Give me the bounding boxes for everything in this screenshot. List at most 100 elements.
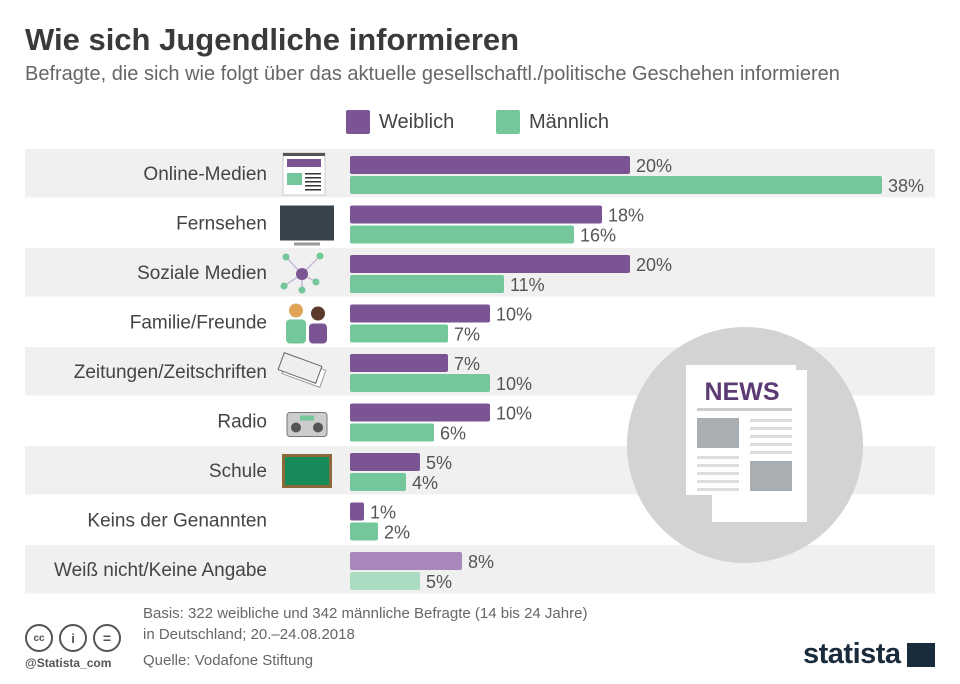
icon-part bbox=[283, 153, 325, 156]
newspaper-line bbox=[697, 472, 739, 475]
icon-part bbox=[280, 205, 334, 241]
webpage-icon bbox=[282, 152, 326, 196]
attribution-icon: i bbox=[59, 624, 87, 652]
newspaper-photo bbox=[697, 418, 739, 448]
newspaper-line bbox=[697, 488, 739, 491]
legend-swatch bbox=[496, 110, 520, 134]
data-label: 7% bbox=[454, 354, 480, 374]
chart-subtitle: Befragte, die sich wie folgt über das ak… bbox=[25, 63, 840, 85]
data-label: 10% bbox=[496, 374, 532, 394]
icon-part bbox=[305, 185, 321, 187]
newspapers-icon bbox=[277, 352, 327, 388]
legend-label: Weiblich bbox=[379, 110, 455, 133]
cc-icon: cc bbox=[25, 624, 53, 652]
bar-maennlich bbox=[350, 473, 406, 491]
icon-part bbox=[313, 422, 323, 433]
statista-logo: statista bbox=[803, 638, 935, 671]
news-text: NEWS bbox=[705, 378, 780, 406]
newspaper-line bbox=[697, 480, 739, 483]
data-label: 20% bbox=[636, 156, 672, 176]
category-label: Fernsehen bbox=[176, 214, 267, 235]
icon-part bbox=[305, 181, 321, 183]
icon-part bbox=[311, 306, 325, 321]
legend-item-maennlich: Männlich bbox=[496, 110, 609, 134]
newspaper-photo bbox=[750, 461, 792, 491]
data-label: 20% bbox=[636, 255, 672, 275]
category-label: Weiß nicht/Keine Angabe bbox=[54, 560, 267, 581]
cc-license-icons: cc i = bbox=[25, 624, 121, 652]
icon-part bbox=[300, 415, 314, 421]
radio-icon bbox=[286, 412, 328, 437]
category-label: Zeitungen/Zeitschriften bbox=[74, 362, 267, 383]
data-label: 5% bbox=[426, 453, 452, 473]
category-label: Schule bbox=[209, 461, 267, 482]
icon-part bbox=[298, 286, 306, 294]
newspaper-line bbox=[750, 419, 792, 422]
bar-maennlich bbox=[350, 176, 882, 194]
footer-source: Quelle: Vodafone Stiftung bbox=[143, 652, 314, 669]
no-derivatives-icon: = bbox=[93, 624, 121, 652]
bar-weiblich bbox=[350, 403, 490, 422]
data-label: 11% bbox=[510, 275, 545, 295]
data-label: 10% bbox=[496, 305, 532, 325]
category-label: Radio bbox=[217, 412, 267, 433]
data-label: 38% bbox=[888, 176, 924, 196]
legend-label: Männlich bbox=[529, 110, 610, 133]
category-label: Soziale Medien bbox=[137, 263, 267, 284]
data-label: 10% bbox=[496, 404, 532, 424]
newspaper-line bbox=[750, 435, 792, 438]
footer-basis-2: in Deutschland; 20.–24.08.2018 bbox=[143, 626, 355, 643]
newspaper-line bbox=[697, 464, 739, 467]
icon-part bbox=[316, 252, 324, 260]
newspaper-line bbox=[750, 427, 792, 430]
footer-handle: @Statista_com bbox=[25, 656, 112, 670]
bar-weiblich bbox=[350, 156, 630, 174]
icon-part bbox=[277, 352, 323, 384]
legend-item-weiblich: Weiblich bbox=[346, 110, 454, 134]
icon-part bbox=[312, 278, 320, 286]
icon-part bbox=[280, 282, 288, 290]
icon-part bbox=[305, 189, 321, 191]
statista-logo-icon bbox=[906, 642, 935, 667]
icon-part bbox=[287, 159, 321, 167]
icon-part bbox=[286, 319, 306, 344]
newspaper-line bbox=[750, 443, 792, 446]
chalkboard-icon bbox=[282, 454, 332, 488]
bar-maennlich bbox=[350, 275, 504, 293]
data-label: 7% bbox=[454, 325, 480, 345]
icon-part bbox=[309, 323, 327, 344]
bar-maennlich bbox=[350, 522, 378, 541]
bar-maennlich bbox=[350, 423, 434, 442]
icon-part bbox=[296, 268, 308, 280]
data-label: 8% bbox=[468, 552, 494, 572]
bar-weiblich bbox=[350, 502, 364, 521]
footer-basis-1: Basis: 322 weibliche und 342 männliche B… bbox=[143, 605, 588, 622]
icon-part bbox=[282, 253, 290, 261]
bar-maennlich bbox=[350, 374, 490, 392]
icon-part bbox=[305, 177, 321, 179]
bar-maennlich bbox=[350, 225, 574, 244]
family-icon bbox=[286, 303, 327, 344]
data-label: 5% bbox=[426, 572, 452, 592]
data-label: 16% bbox=[580, 226, 616, 246]
statista-wordmark: statista bbox=[803, 638, 901, 670]
chart-title: Wie sich Jugendliche informieren bbox=[25, 22, 520, 57]
category-label: Online-Medien bbox=[143, 164, 267, 185]
icon-part bbox=[287, 173, 302, 185]
bar-weiblich bbox=[350, 354, 448, 372]
legend-swatch bbox=[346, 110, 370, 134]
data-label: 1% bbox=[370, 503, 396, 523]
category-label: Familie/Freunde bbox=[130, 313, 267, 334]
bar-weiblich bbox=[350, 205, 602, 224]
bar-weiblich bbox=[350, 453, 420, 471]
data-label: 2% bbox=[384, 523, 410, 543]
icon-part bbox=[291, 422, 301, 433]
data-label: 6% bbox=[440, 424, 466, 444]
newspaper-line bbox=[697, 456, 739, 459]
data-label: 18% bbox=[608, 206, 644, 226]
icon-part bbox=[305, 173, 321, 175]
icon-part bbox=[285, 457, 329, 485]
newspaper-line bbox=[750, 451, 792, 454]
